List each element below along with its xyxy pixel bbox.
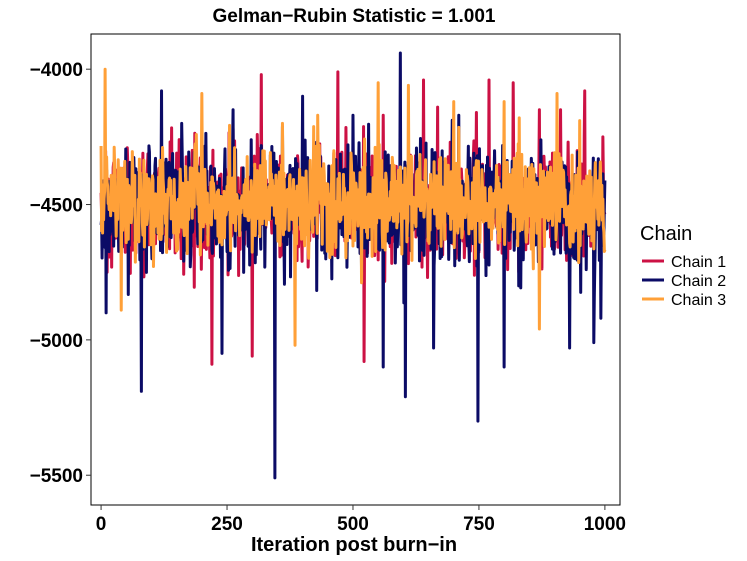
legend-label-chain-3: Chain 3	[671, 292, 726, 309]
x-tick-label: 0	[96, 514, 107, 535]
x-tick-label: 250	[211, 514, 243, 535]
legend-title: Chain	[640, 223, 692, 245]
y-tick-label: −4500	[30, 196, 83, 217]
y-tick-label: −4000	[30, 60, 83, 81]
series-layer	[99, 51, 607, 480]
plot-border	[90, 33, 621, 506]
legend-label-chain-2: Chain 2	[671, 273, 726, 290]
x-tick-label: 500	[337, 514, 369, 535]
legend: Chain Chain 1 Chain 2 Chain 3	[640, 223, 726, 309]
legend-label-chain-1: Chain 1	[671, 254, 726, 271]
x-axis-title: Iteration post burn−in	[251, 534, 457, 556]
series-line-chain-3	[99, 67, 607, 347]
x-tick-label: 750	[463, 514, 495, 535]
x-tick-label: 1000	[584, 514, 626, 535]
chart-title: Gelman−Rubin Statistic = 1.001	[213, 6, 496, 27]
y-axis: −4000 −4500 −5000 −5500	[30, 60, 91, 487]
x-axis: 0 250 500 750 1000	[96, 505, 626, 535]
plot-panel	[91, 34, 620, 505]
y-tick-label: −5500	[30, 466, 83, 487]
y-tick-label: −5000	[30, 331, 83, 352]
